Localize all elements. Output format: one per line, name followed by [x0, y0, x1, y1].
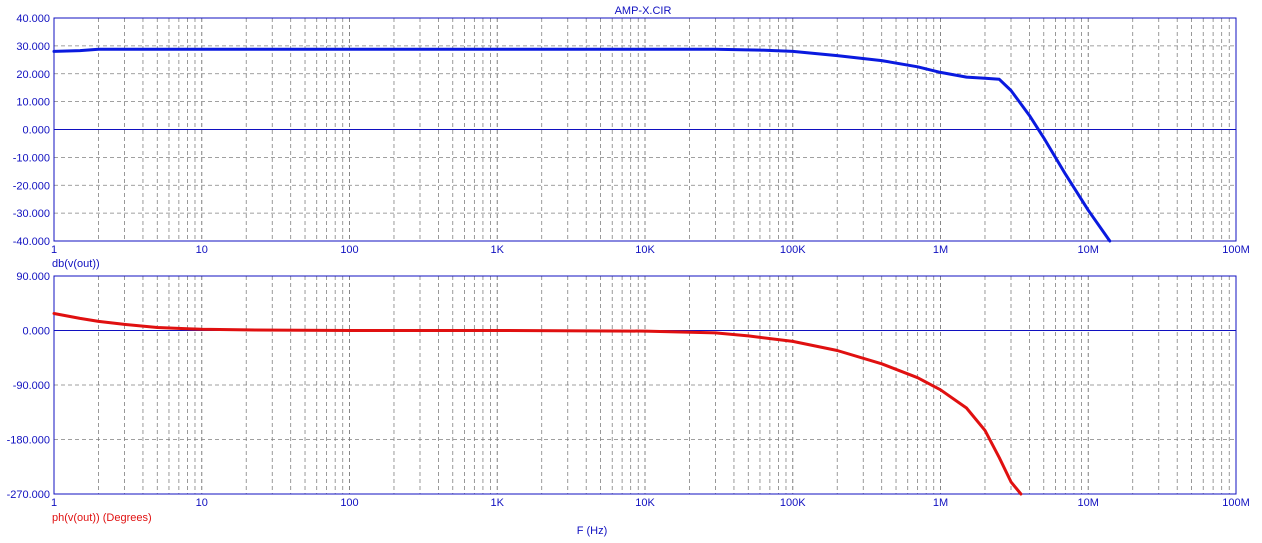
y-tick-label: 0.000	[22, 326, 50, 338]
plot-frame	[53, 17, 1237, 242]
y-tick-label: -180.000	[7, 435, 50, 447]
y-tick-label: 0.000	[22, 125, 50, 137]
x-tick-label: 1K	[491, 497, 505, 509]
y-tick-label: -90.000	[13, 380, 50, 392]
gain-series-line	[52, 47, 1112, 243]
y-tick-label: 20.000	[16, 69, 50, 81]
x-tick-label: 100K	[780, 244, 806, 256]
x-tick-label: 1	[51, 497, 57, 509]
x-tick-label: 1K	[491, 244, 505, 256]
x-tick-label: 100M	[1222, 497, 1250, 509]
x-tick-label: 10	[196, 244, 208, 256]
x-tick-label: 10M	[1078, 497, 1099, 509]
x-tick-label: 100M	[1222, 244, 1250, 256]
x-tick-label: 10K	[635, 497, 655, 509]
x-tick-label: 10	[196, 497, 208, 509]
x-tick-label: 100K	[780, 497, 806, 509]
y-tick-label: -20.000	[13, 180, 50, 192]
y-tick-label: 30.000	[16, 41, 50, 53]
x-axis-label: F (Hz)	[577, 525, 608, 537]
y-tick-label: 10.000	[16, 97, 50, 109]
x-tick-label: 1	[51, 244, 57, 256]
gain-panel: 40.000 30.000 20.000 10.000 0.000 -10.000 -20.…	[13, 13, 1250, 256]
x-tick-label: 100	[340, 497, 358, 509]
x-tick-label: 100	[340, 244, 358, 256]
gain-series-label: db(v(out))	[52, 258, 100, 270]
plot-frame	[53, 275, 1237, 495]
x-tick-label: 10K	[635, 244, 655, 256]
phase-series-line	[52, 312, 1023, 496]
x-tick-label: 1M	[933, 497, 948, 509]
chart-title: AMP-X.CIR	[615, 5, 672, 17]
y-tick-label: -10.000	[13, 152, 50, 164]
y-tick-label: 90.000	[16, 271, 50, 283]
y-tick-label: -40.000	[13, 236, 50, 248]
x-tick-label: 1M	[933, 244, 948, 256]
phase-series-label: ph(v(out)) (Degrees)	[52, 512, 152, 524]
y-tick-label: 40.000	[16, 13, 50, 25]
x-tick-label: 10M	[1078, 244, 1099, 256]
y-tick-label: -270.000	[7, 489, 50, 501]
y-tick-label: -30.000	[13, 208, 50, 220]
